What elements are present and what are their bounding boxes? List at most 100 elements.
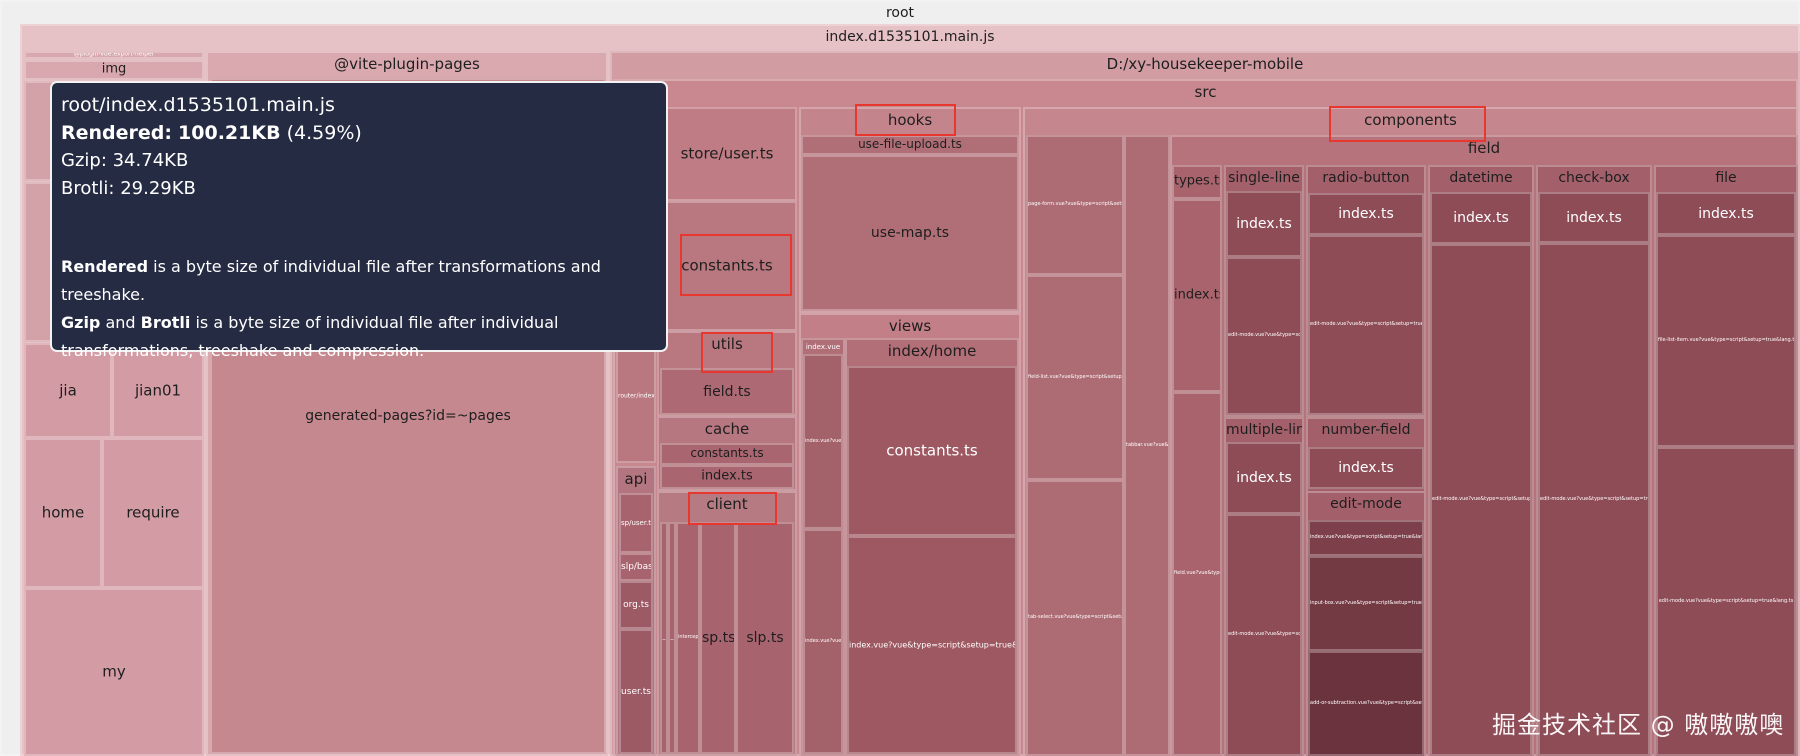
treemap-node-label: multiple-line <box>1226 422 1304 438</box>
treemap-node-label: add-or-subtraction.vue?vue&type=script&s… <box>1310 699 1424 706</box>
treemap-node-em3[interactable]: add-or-subtraction.vue?vue&type=script&s… <box>1308 651 1424 756</box>
treemap-node-slvue[interactable]: edit-mode.vue?vue&type=script&setup=true… <box>1226 257 1302 415</box>
treemap-node-rbvue[interactable]: edit-mode.vue?vue&type=script&setup=true… <box>1308 235 1424 415</box>
treemap-node-label: store/user.ts <box>680 144 774 163</box>
treemap-node-label: org.ts <box>623 599 649 610</box>
treemap-node-spuser[interactable]: sp/user.ts <box>619 493 653 553</box>
treemap-node-label: page-form.vue?vue&type=script&setup=true… <box>1028 201 1122 208</box>
treemap-node-label: index.vue?vue&type=script&setup=true&lan… <box>805 637 842 644</box>
treemap-node-em1[interactable]: index.vue?vue&type=script&setup=true&lan… <box>1308 520 1424 556</box>
treemap-node-orgts[interactable]: org.ts <box>619 581 653 629</box>
treemap-node-cacheindex[interactable]: index.ts <box>660 465 794 489</box>
treemap-node-label: number-field <box>1321 422 1411 438</box>
treemap-node-cbindex[interactable]: index.ts <box>1538 192 1650 243</box>
treemap-node-homeindexvue[interactable]: index.vue?vue&type=script&setup=true&lan… <box>847 536 1017 754</box>
treemap-node-indexvuesub2[interactable]: index.vue?vue&type=script&setup=true&lan… <box>803 529 843 754</box>
treemap-node-compb[interactable]: tabbar.vue?vue&type=script&setup=true&la… <box>1124 135 1170 756</box>
treemap-node-label: home <box>41 503 85 522</box>
treemap-node-indexvuesub1[interactable]: index.vue?vue&type=style <box>803 354 843 529</box>
treemap-node-label: src <box>1194 83 1217 101</box>
treemap-node-jia[interactable]: jia <box>24 343 112 438</box>
treemap-node-typests[interactable]: types.ts <box>1172 165 1222 199</box>
treemap-node-label: D:/xy-housekeeper-mobile <box>1106 55 1304 73</box>
treemap-node-slindex[interactable]: index.ts <box>1226 191 1302 257</box>
treemap-node-label: check-box <box>1558 170 1630 186</box>
treemap-node-img[interactable]: img <box>24 60 204 80</box>
treemap-node-label: field <box>1467 139 1501 157</box>
treemap-node-storeuser[interactable]: store/user.ts <box>657 107 797 201</box>
treemap-node-label: @plugin-vue:export-helper <box>73 51 155 58</box>
tooltip-desc-and: and <box>100 313 141 332</box>
treemap-node-label: edit-mode.vue?vue&type=script&setup=true… <box>1658 597 1794 604</box>
treemap-node-label: generated-pages?id=~pages <box>305 407 511 424</box>
treemap-node-usemap[interactable]: use-map.ts <box>801 155 1019 311</box>
treemap-node-label: edit-mode <box>1330 496 1402 512</box>
treemap-node-nfindex[interactable]: index.ts <box>1308 447 1424 489</box>
treemap-node-label: file <box>1715 170 1737 186</box>
treemap-node-label: api <box>624 470 648 488</box>
tooltip-brotli: Brotli: 29.29KB <box>61 178 196 199</box>
treemap-node-homeconst[interactable]: constants.ts <box>847 366 1017 536</box>
treemap-node-label: edit-mode.vue?vue&type=script&setup=true… <box>1310 321 1424 328</box>
treemap-node-label: index.ts <box>1236 469 1292 486</box>
treemap-node-rbindex[interactable]: index.ts <box>1308 193 1424 235</box>
treemap-node-label: my <box>102 662 126 681</box>
treemap-node-mlvue[interactable]: edit-mode.vue?vue&type=script&setup=true… <box>1226 514 1302 756</box>
treemap-node-label: sp/user.ts <box>621 518 653 527</box>
treemap-node-cbvue[interactable]: edit-mode.vue?vue&type=script&setup=true… <box>1538 243 1650 756</box>
treemap-node-fivue2[interactable]: edit-mode.vue?vue&type=script&setup=true… <box>1656 447 1796 756</box>
treemap-node-usefileupload[interactable]: use-file-upload.ts <box>801 135 1019 155</box>
treemap-node-label: router/index.ts <box>618 392 655 400</box>
treemap-node-jian01[interactable]: jian01 <box>112 343 204 438</box>
tooltip-gzip: Gzip: 34.74KB <box>61 150 189 171</box>
treemap-node-spts[interactable]: sp.ts <box>700 522 736 754</box>
tooltip: root/index.d1535101.main.js Rendered: 10… <box>50 81 668 360</box>
treemap-node-home[interactable]: home <box>24 438 102 588</box>
tooltip-rendered-percent: (4.59%) <box>286 122 362 144</box>
treemap-node-label: edit-mode.vue?vue&type=script&setup=true… <box>1228 631 1301 638</box>
treemap-node-dtindex[interactable]: index.ts <box>1430 192 1532 244</box>
treemap-node-compa2[interactable]: field-list.vue?vue&type=script&setup=tru… <box>1026 275 1124 480</box>
treemap-node-userts[interactable]: user.ts <box>619 629 653 754</box>
treemap-node-compa3[interactable]: tab-select.vue?vue&type=script&setup=tru… <box>1026 480 1124 756</box>
treemap-node-label: index.ts <box>1338 205 1394 222</box>
treemap-node-label: tab-select.vue?vue&type=script&setup=tru… <box>1028 614 1124 621</box>
treemap-node-label: views <box>888 317 932 335</box>
treemap-node-fieldvue[interactable]: field.vue?vue&type=script&setup=true&lan… <box>1172 392 1222 756</box>
treemap-node-slpbase[interactable]: slp/base <box>619 553 653 581</box>
treemap-node-require[interactable]: require <box>102 438 204 588</box>
treemap-node-label: radio-button <box>1322 170 1410 186</box>
treemap-node-label: _ <box>670 633 674 641</box>
treemap-node-label: edit-mode.vue?vue&type=script&setup=true… <box>1540 495 1650 502</box>
treemap-node-cacheconst[interactable]: constants.ts <box>660 443 794 465</box>
treemap-node-em2[interactable]: input-box.vue?vue&type=script&setup=true… <box>1308 556 1424 651</box>
treemap-node-dtvue[interactable]: edit-mode.vue?vue&type=script&setup=true… <box>1430 244 1532 756</box>
treemap-node-label: types.ts <box>1174 173 1222 189</box>
treemap-node-fiindex[interactable]: index.ts <box>1656 192 1796 235</box>
treemap-node-clientmini2[interactable]: _ <box>668 522 676 754</box>
treemap-node-helper[interactable]: @plugin-vue:export-helper <box>24 51 204 59</box>
treemap-node-label: constants.ts <box>681 256 773 275</box>
treemap-node-clientmini3[interactable]: interceptor.ts <box>676 522 700 754</box>
treemap-node-router[interactable]: router/index.ts <box>616 331 656 463</box>
treemap-node-slpts[interactable]: slp.ts <box>736 522 794 754</box>
tooltip-desc-compression-text: is a byte size of individual file after … <box>61 313 559 360</box>
tooltip-desc-rendered-term: Rendered <box>61 257 149 276</box>
tooltip-rendered-value: 100.21KB <box>178 122 281 144</box>
treemap-node-constants1[interactable]: constants.ts <box>657 201 797 331</box>
treemap-node-label: components <box>1364 111 1457 129</box>
treemap-node-fivue1[interactable]: file-list-item.vue?vue&type=script&setup… <box>1656 235 1796 447</box>
treemap-node-label: edit-mode.vue?vue&type=script&setup=true… <box>1432 496 1532 503</box>
treemap-node-compa1[interactable]: page-form.vue?vue&type=script&setup=true… <box>1026 135 1124 275</box>
treemap-node-label: index.vue?vue&type=script&setup=true&lan… <box>1310 534 1424 541</box>
watermark: 掘金技术社区 @ 嗷嗷嗷噢 <box>1492 711 1785 739</box>
treemap-node-mlindex[interactable]: index.ts <box>1226 442 1302 514</box>
treemap-node-label: index.d1535101.main.js <box>825 29 995 45</box>
treemap-node-label: field.ts <box>703 383 751 400</box>
treemap-node-my[interactable]: my <box>24 588 204 756</box>
treemap-node-clientmini1[interactable]: _ <box>660 522 668 754</box>
treemap-node-fieldts[interactable]: field.ts <box>660 368 794 415</box>
treemap-node-label: index.ts <box>1338 459 1394 476</box>
treemap-node-fieldindex[interactable]: index.ts <box>1172 199 1222 392</box>
